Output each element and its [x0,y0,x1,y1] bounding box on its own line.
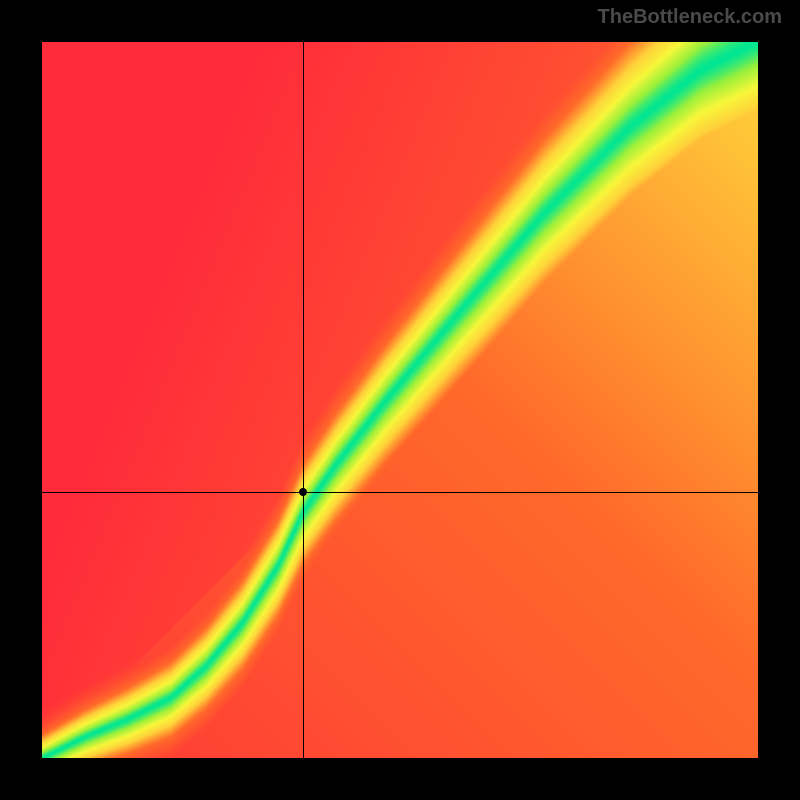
heatmap-canvas [42,42,758,758]
crosshair-marker [299,488,307,496]
crosshair-horizontal [42,492,758,493]
heatmap-plot [42,42,758,758]
crosshair-vertical [303,42,304,758]
watermark-text: TheBottleneck.com [598,6,782,29]
